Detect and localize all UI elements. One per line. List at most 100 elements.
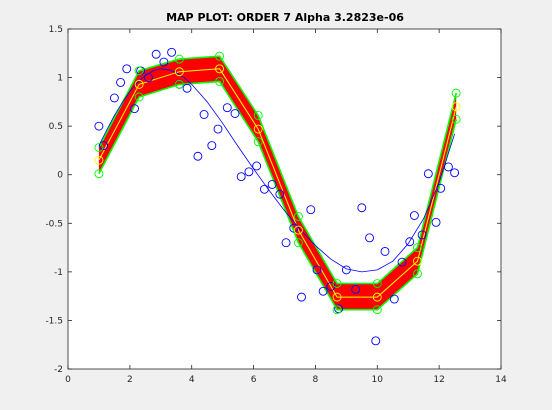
observation-point: [281, 238, 291, 248]
band-upper-marker: [215, 51, 225, 61]
x-tick-label: 12: [433, 375, 444, 385]
observation-point: [151, 49, 161, 59]
observation-point: [94, 121, 104, 131]
map-mean-polyline: [98, 68, 457, 298]
observation-point: [167, 47, 177, 57]
map-mean-marker: [253, 124, 263, 134]
map-mean-marker: [413, 256, 422, 266]
observation-point: [109, 93, 119, 103]
observation-point: [122, 64, 132, 74]
x-axis-ticks: 0 2 4 6 8 10 12 14: [65, 29, 507, 385]
map-mean-marker: [332, 292, 342, 302]
observation-point: [230, 109, 240, 118]
band-upper-marker: [451, 88, 461, 98]
band-upper-marker: [253, 111, 263, 120]
y-tick-label: -2: [54, 365, 63, 375]
band-lower-marker: [94, 169, 104, 179]
map-mean-line: [98, 68, 457, 298]
y-axis-ticks: -2 -1.5 -1 -0.5 0 0.5 1 1.5: [45, 25, 501, 375]
y-tick-label: 1: [57, 74, 63, 84]
band-upper-marker: [174, 54, 184, 64]
observation-point: [143, 73, 153, 83]
observation-point: [193, 151, 203, 161]
x-tick-label: 0: [65, 375, 71, 385]
observation-point: [365, 233, 375, 243]
observation-point: [116, 77, 126, 87]
observation-point: [312, 265, 322, 275]
band-upper-marker: [332, 279, 342, 288]
axes-frame: [67, 28, 502, 370]
chart-title: MAP PLOT: ORDER 7 Alpha 3.2823e-06: [166, 11, 404, 24]
true-curve: [98, 68, 455, 273]
band-lower-edge: [98, 80, 457, 311]
observation-point: [326, 281, 336, 291]
observation-point: [431, 217, 441, 227]
observation-point: [450, 168, 460, 178]
observation-point: [199, 110, 209, 119]
observations: [94, 47, 460, 346]
observation-point: [334, 304, 344, 314]
map-mean-marker: [174, 67, 184, 77]
observation-point: [267, 179, 277, 189]
band-lower-marker: [174, 79, 184, 89]
x-tick-label: 2: [127, 375, 133, 385]
observation-point: [222, 103, 232, 113]
true-curve-polyline: [98, 68, 455, 273]
observation-point: [236, 172, 246, 182]
observation-point: [306, 205, 316, 215]
observation-point: [130, 104, 139, 114]
x-tick-label: 4: [189, 375, 195, 385]
observation-point: [351, 284, 361, 294]
band-upper-marker: [134, 66, 144, 76]
x-tick-label: 14: [495, 375, 507, 385]
band-lower-marker: [215, 77, 225, 86]
observation-point: [397, 257, 407, 267]
y-tick-label: 0.5: [49, 122, 63, 132]
x-tick-label: 10: [372, 375, 384, 385]
observation-point: [297, 292, 306, 302]
band-lower-marker: [413, 269, 422, 279]
x-tick-label: 8: [313, 375, 319, 385]
observation-point: [213, 124, 223, 134]
band-upper-marker: [372, 279, 382, 288]
band-lower-marker: [451, 114, 461, 124]
observation-point: [423, 169, 433, 179]
observation-point: [207, 141, 217, 151]
observation-point: [318, 286, 328, 296]
observation-point: [252, 161, 262, 171]
band-lower-marker: [372, 305, 382, 315]
map-mean-marker: [372, 292, 382, 302]
observation-point: [405, 237, 415, 247]
map-mean-marker: [451, 102, 461, 112]
observation-point: [357, 203, 367, 213]
observation-point: [436, 183, 446, 193]
band-fill: [98, 56, 457, 310]
observation-point: [417, 230, 427, 240]
observation-point: [371, 336, 381, 346]
band-lower-marker: [293, 238, 303, 248]
observation-point: [341, 265, 351, 275]
band-upper-marker: [94, 143, 104, 152]
y-tick-label: 1.5: [49, 25, 63, 35]
observation-point: [409, 211, 419, 220]
observation-point: [159, 57, 169, 67]
y-tick-label: 0: [57, 171, 63, 181]
x-tick-label: 6: [251, 375, 257, 385]
band-upper-marker: [293, 212, 303, 221]
band-upper-marker: [413, 243, 422, 253]
y-tick-label: -0.5: [45, 219, 63, 229]
map-mean-marker: [94, 155, 104, 165]
observation-point: [99, 141, 109, 151]
band-markers: [94, 51, 461, 315]
map-mean-marker: [293, 225, 303, 235]
band-lower-marker: [332, 305, 342, 315]
y-tick-label: -1.5: [45, 316, 63, 326]
band-upper-edge: [98, 55, 457, 285]
observation-point: [443, 162, 453, 172]
observation-point: [275, 189, 285, 199]
observation-point: [389, 294, 399, 304]
band-lower-marker: [134, 92, 144, 102]
observation-point: [259, 184, 269, 194]
observation-point: [244, 167, 254, 177]
